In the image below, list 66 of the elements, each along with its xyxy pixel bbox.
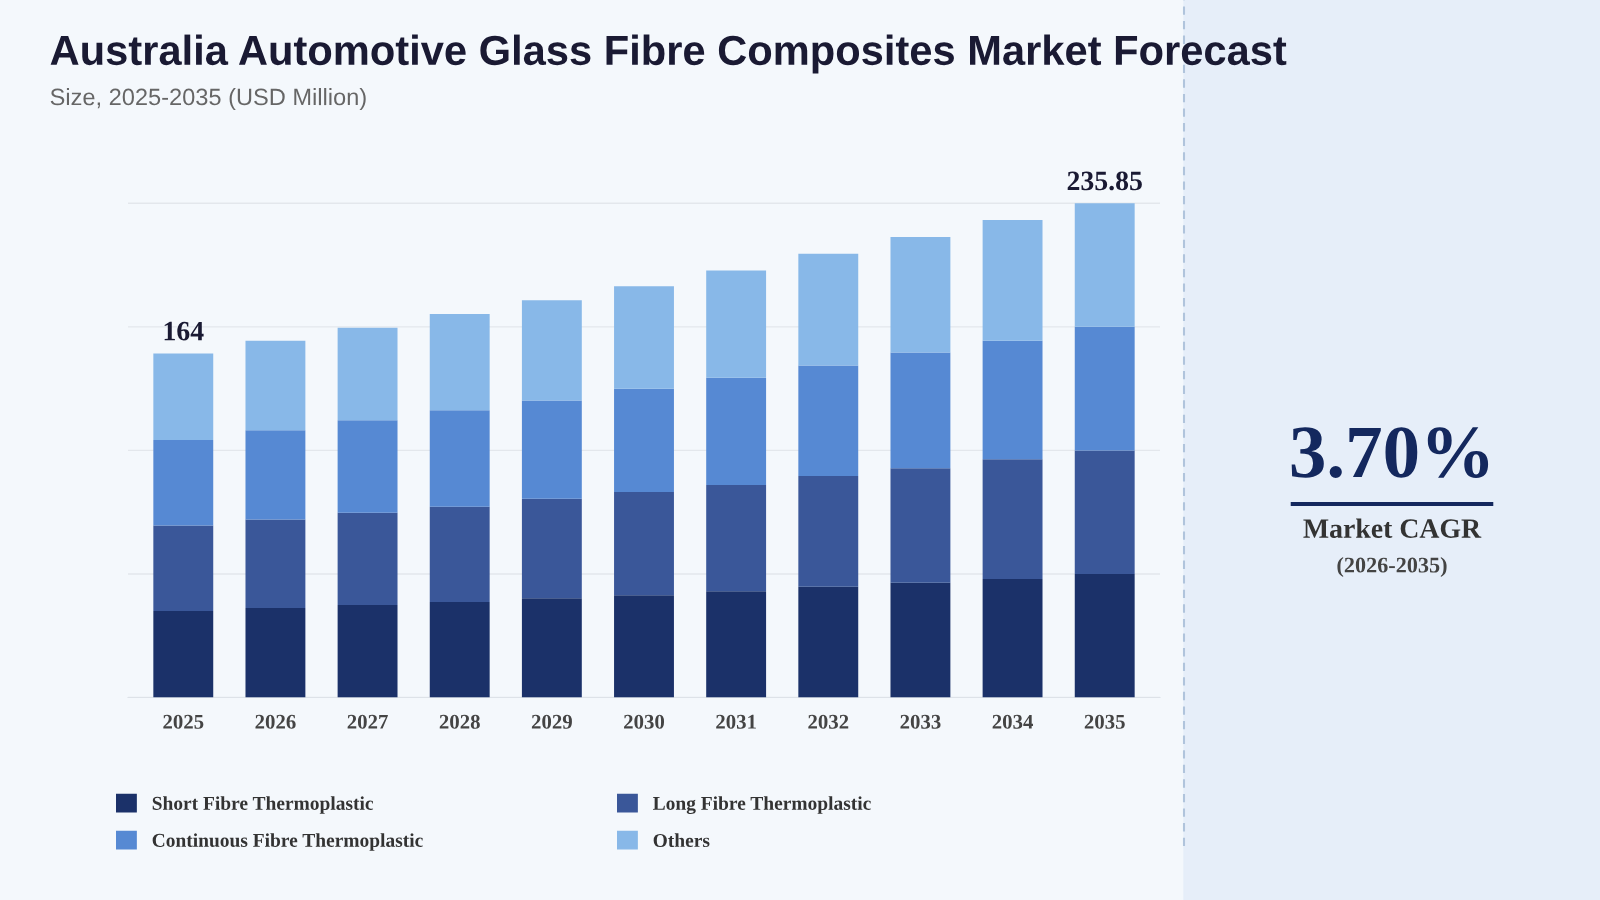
bar [337,327,398,421]
bar [706,377,767,485]
bar [245,608,306,698]
legend-label: Short Fibre Thermoplastic [152,796,374,814]
bar [521,498,582,599]
bar [429,506,490,603]
bar [798,586,859,698]
bar [153,525,214,612]
bar [1074,573,1135,698]
annotation: 164 [164,321,204,341]
bar [982,220,1043,341]
x-tick-label: 2031 [716,714,756,729]
bar [337,420,398,513]
bar [890,468,951,583]
x-tick-label: 2026 [255,714,296,729]
bar [614,491,674,596]
bar [706,485,767,592]
bar [153,611,214,698]
legend-label: Continuous Fibre Thermoplastic [152,833,423,851]
bar [890,352,951,469]
bar [1074,326,1135,451]
bar [614,286,674,389]
x-tick-label: 2035 [1084,714,1125,729]
text: (2026-2035) [1337,556,1447,578]
bar [982,578,1043,698]
bar [1074,450,1135,574]
bar [429,602,490,698]
bar [798,253,859,366]
bar [982,459,1043,579]
bar [521,400,582,499]
bar [429,314,490,411]
bar [706,591,767,698]
bar [890,236,951,353]
x-tick-label: 2034 [992,714,1034,729]
bar [982,340,1043,460]
bar [798,476,859,587]
chart-subtitle: Size, 2025-2035 (USD Million) [50,88,366,110]
x-tick-label: 2025 [163,714,204,729]
bar [429,410,490,507]
bar [153,440,214,526]
x-tick-label: 2027 [347,714,388,729]
text: Market CAGR [1303,518,1482,538]
x-tick-label: 2029 [531,714,572,729]
text: 3.70% [1291,427,1489,479]
x-tick-label: 2033 [900,714,941,729]
x-tick-label: 2028 [439,714,480,729]
x-tick-label: 2030 [624,714,665,729]
legend-label: Long Fibre Thermoplastic [653,796,871,814]
legend-label: Others [653,833,710,848]
bar [706,270,767,378]
bar [1074,203,1135,327]
bar [153,353,214,441]
bar [245,340,306,431]
bar [614,595,674,698]
annotation: 235.85 [1067,171,1142,191]
bar [337,605,398,698]
bar [245,430,306,520]
bar [890,582,951,698]
bar [521,300,582,401]
bar [521,598,582,698]
x-tick-label: 2032 [808,714,849,729]
bar [337,512,398,606]
bar [798,365,859,477]
bar [614,388,674,492]
chart-title: Australia Automotive Glass Fibre Composites Market Forecast [50,34,1287,74]
bar [245,519,306,609]
